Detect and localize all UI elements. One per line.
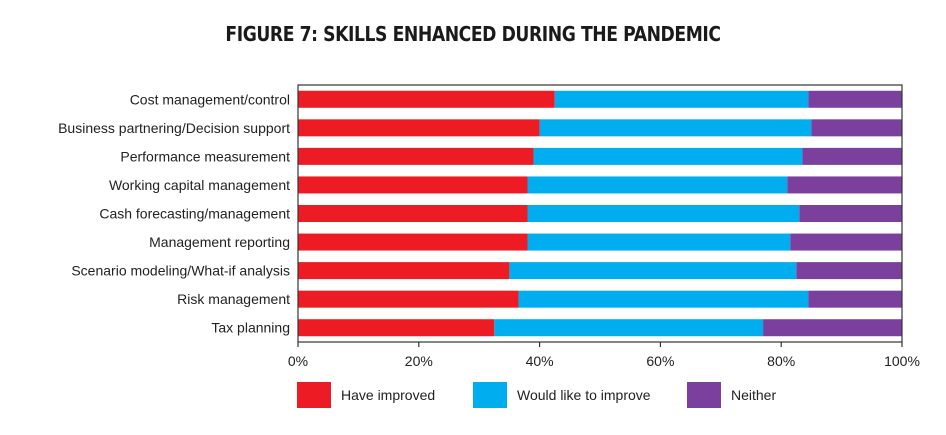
- legend-label-would-like-to-improve: Would like to improve: [517, 387, 651, 403]
- legend-swatch-have-improved: [297, 382, 331, 408]
- bar-have-improved-risk-management: [298, 290, 519, 308]
- legend-item-have-improved: Have improved: [297, 381, 435, 409]
- bar-have-improved-business-partnering-decision-support: [298, 119, 540, 137]
- category-label-risk-management: Risk management: [177, 291, 290, 307]
- bar-neither-business-partnering-decision-support: [811, 119, 902, 137]
- category-label-cost-management-control: Cost management/control: [130, 91, 290, 107]
- stacked-bar-chart: Cost management/control Business partneri…: [58, 84, 920, 369]
- bar-have-improved-tax-planning: [298, 319, 495, 337]
- bar-neither-management-reporting: [790, 233, 902, 251]
- bar-neither-cash-forecasting-management: [799, 205, 902, 222]
- bar-neither-tax-planning: [763, 319, 902, 337]
- x-tick-label: 20%: [405, 353, 433, 369]
- category-label-scenario-modeling-what-if-analysis: Scenario modeling/What-if analysis: [71, 263, 290, 279]
- bar-would-like-to-improve-scenario-modeling-what-if-analysis: [509, 262, 797, 280]
- bars-group: [298, 90, 902, 337]
- bar-neither-risk-management: [808, 290, 902, 308]
- bar-would-like-to-improve-working-capital-management: [527, 176, 788, 194]
- bar-have-improved-working-capital-management: [298, 176, 528, 194]
- x-tick-label: 0%: [288, 353, 308, 369]
- category-label-tax-planning: Tax planning: [211, 320, 290, 336]
- bar-have-improved-cash-forecasting-management: [298, 205, 528, 222]
- bar-would-like-to-improve-cash-forecasting-management: [527, 205, 800, 222]
- bar-have-improved-cost-management-control: [298, 90, 555, 108]
- bar-have-improved-management-reporting: [298, 233, 528, 251]
- bar-neither-cost-management-control: [808, 90, 902, 108]
- bar-neither-scenario-modeling-what-if-analysis: [796, 262, 902, 280]
- category-labels: Cost management/control Business partneri…: [58, 91, 290, 335]
- chart-title: FIGURE 7: SKILLS ENHANCED DURING THE PAN…: [225, 22, 721, 46]
- legend-label-neither: Neither: [731, 387, 777, 403]
- bar-would-like-to-improve-business-partnering-decision-support: [539, 119, 812, 137]
- bar-neither-performance-measurement: [802, 147, 902, 165]
- bar-would-like-to-improve-performance-measurement: [533, 147, 803, 165]
- bar-would-like-to-improve-cost-management-control: [554, 90, 809, 108]
- x-tick-label: 60%: [646, 353, 674, 369]
- x-axis-ticks: 0% 20% 40% 60% 80% 100%: [288, 342, 920, 369]
- legend-item-would-like-to-improve: Would like to improve: [473, 381, 651, 409]
- x-tick-label: 40%: [526, 353, 554, 369]
- x-tick-label: 100%: [884, 353, 920, 369]
- legend-label-have-improved: Have improved: [341, 387, 436, 403]
- x-tick-label: 80%: [767, 353, 795, 369]
- legend-swatch-would-like-to-improve: [473, 382, 507, 408]
- bar-would-like-to-improve-risk-management: [518, 290, 809, 308]
- category-label-performance-measurement: Performance measurement: [120, 148, 290, 164]
- plot-frame: [297, 84, 903, 343]
- bar-have-improved-performance-measurement: [298, 147, 534, 165]
- legend-swatch-neither: [687, 382, 721, 408]
- bar-neither-working-capital-management: [787, 176, 902, 194]
- category-label-working-capital-management: Working capital management: [109, 177, 290, 193]
- category-label-cash-forecasting-management: Cash forecasting/management: [99, 206, 290, 222]
- legend-item-neither: Neither: [687, 381, 776, 409]
- category-label-management-reporting: Management reporting: [149, 234, 290, 250]
- bar-have-improved-scenario-modeling-what-if-analysis: [298, 262, 510, 280]
- bar-would-like-to-improve-management-reporting: [527, 233, 791, 251]
- category-label-business-partnering-decision-support: Business partnering/Decision support: [58, 120, 290, 136]
- bar-would-like-to-improve-tax-planning: [494, 319, 764, 337]
